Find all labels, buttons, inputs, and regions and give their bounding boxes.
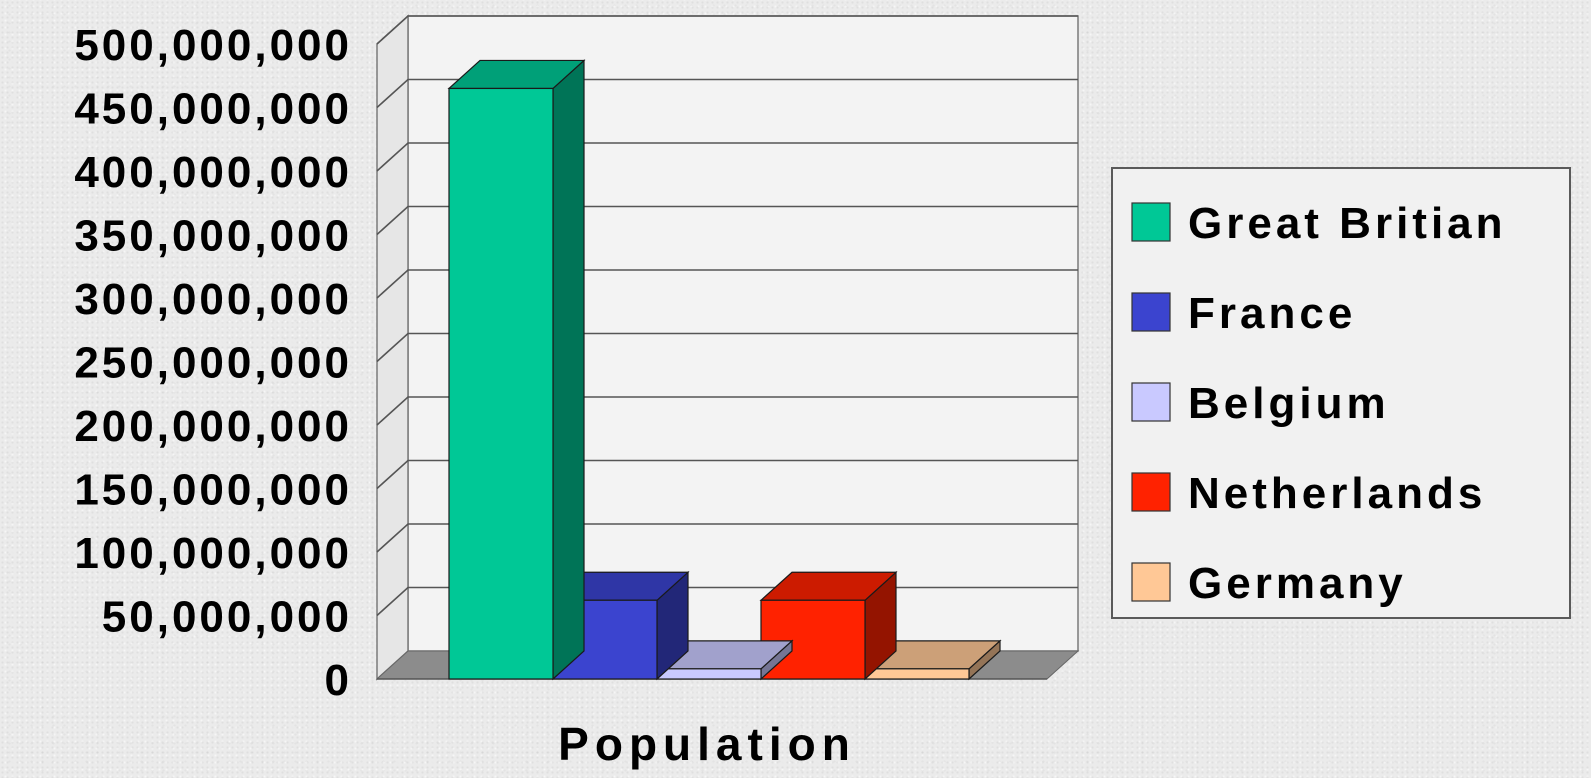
bar-front	[760, 599, 866, 680]
gridline	[376, 269, 1078, 299]
bar-front	[656, 668, 762, 680]
gridline	[376, 459, 1078, 490]
bar-belgium	[655, 639, 794, 681]
gridline	[376, 332, 1078, 363]
legend-swatch	[1131, 472, 1171, 512]
legend-swatch	[1131, 382, 1171, 422]
bars	[447, 59, 1002, 681]
y-tick-label: 150,000,000	[74, 466, 352, 515]
legend-swatch	[1131, 202, 1171, 242]
legend-item: Great Britian	[1131, 199, 1507, 248]
bar-front	[448, 87, 554, 680]
gridline	[376, 523, 1078, 553]
gridline	[376, 142, 1078, 172]
legend-item: Germany	[1131, 559, 1407, 608]
legend-label: Belgium	[1188, 379, 1390, 428]
y-axis-tick-labels: 0 50,000,000 100,000,000 150,000,000 200,000…	[74, 21, 352, 705]
bar-germany	[863, 639, 1002, 681]
legend-box	[1111, 167, 1571, 619]
legend-label: France	[1188, 289, 1356, 338]
y-tick-label: 450,000,000	[74, 85, 352, 134]
y-tick-label: 200,000,000	[74, 402, 352, 451]
legend: Great Britian France Belgium Netherlands Ger…	[1111, 167, 1571, 619]
bar-great-britian	[447, 59, 586, 681]
y-tick-label: 400,000,000	[74, 148, 352, 197]
gridline	[376, 205, 1078, 236]
bar-netherlands	[759, 570, 898, 681]
x-axis-label: Population	[558, 718, 856, 770]
legend-item: Netherlands	[1131, 469, 1486, 518]
gridline	[376, 78, 1078, 109]
legend-item: France	[1131, 289, 1356, 338]
y-tick-label: 350,000,000	[74, 212, 352, 261]
y-tick-label: 100,000,000	[74, 529, 352, 578]
legend-label: Netherlands	[1188, 469, 1486, 518]
y-tick-label: 500,000,000	[74, 21, 352, 70]
bar-front	[864, 668, 970, 680]
gridline	[376, 396, 1078, 426]
legend-label: Germany	[1188, 559, 1407, 608]
legend-label: Great Britian	[1188, 199, 1507, 248]
legend-item: Belgium	[1131, 379, 1390, 428]
legend-swatch	[1131, 562, 1171, 602]
legend-swatch	[1131, 292, 1171, 332]
y-tick-label: 300,000,000	[74, 275, 352, 324]
y-tick-label: 250,000,000	[74, 339, 352, 388]
gridline	[376, 15, 1078, 45]
y-tick-label: 0	[325, 656, 352, 705]
bar-side	[552, 59, 585, 681]
y-tick-label: 50,000,000	[102, 593, 352, 642]
